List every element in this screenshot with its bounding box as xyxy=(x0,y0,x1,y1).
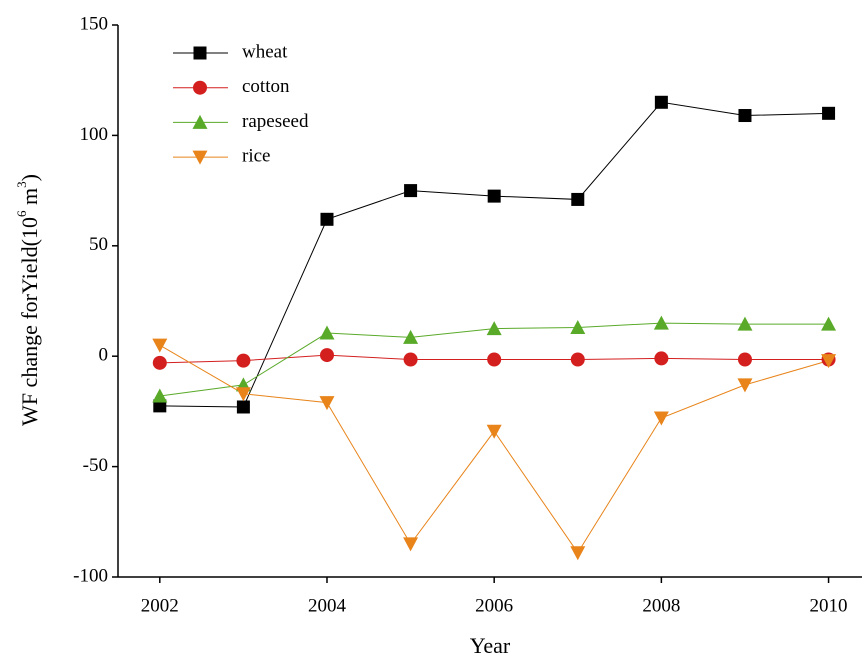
marker xyxy=(570,319,586,334)
legend-marker xyxy=(193,46,207,60)
legend-label: rapeseed xyxy=(242,111,309,132)
marker xyxy=(738,109,752,123)
marker xyxy=(236,353,251,368)
y-tick-label: -50 xyxy=(83,455,108,476)
y-label-part: WF change forYield(10 xyxy=(17,217,42,426)
marker xyxy=(653,411,669,426)
marker xyxy=(153,399,167,413)
marker xyxy=(403,352,418,367)
marker xyxy=(152,338,168,353)
x-tick-label: 2008 xyxy=(642,595,680,616)
x-axis-label: Year xyxy=(470,633,511,658)
y-label-sup: 3 xyxy=(14,181,29,188)
y-tick-label: -100 xyxy=(73,565,108,586)
marker xyxy=(320,212,334,226)
y-tick-label: 50 xyxy=(89,234,108,255)
marker xyxy=(403,329,419,344)
legend-label: cotton xyxy=(242,76,290,97)
marker xyxy=(487,189,501,203)
marker xyxy=(235,387,251,402)
marker xyxy=(319,396,335,411)
marker xyxy=(319,325,335,340)
marker xyxy=(653,315,669,330)
x-tick-label: 2002 xyxy=(141,595,179,616)
y-label-part: ) xyxy=(17,174,42,181)
marker xyxy=(571,192,585,206)
legend-marker xyxy=(192,150,208,165)
marker xyxy=(152,355,167,370)
legend-marker xyxy=(192,114,208,129)
x-tick-label: 2006 xyxy=(475,595,513,616)
marker xyxy=(821,316,837,331)
marker xyxy=(737,378,753,393)
legend-marker xyxy=(193,80,207,95)
y-tick-label: 150 xyxy=(80,13,109,34)
marker xyxy=(822,106,836,120)
x-tick-label: 2010 xyxy=(810,595,848,616)
y-tick-label: 100 xyxy=(80,124,109,145)
marker xyxy=(236,400,250,414)
marker xyxy=(821,354,837,369)
marker xyxy=(319,348,334,363)
marker xyxy=(486,424,502,439)
marker xyxy=(737,352,752,367)
marker xyxy=(737,316,753,331)
marker xyxy=(570,352,585,367)
marker xyxy=(487,352,502,367)
marker xyxy=(486,321,502,336)
marker xyxy=(570,546,586,561)
y-label-part: m xyxy=(17,188,42,211)
series-line xyxy=(159,344,829,554)
legend-label: wheat xyxy=(242,41,288,62)
legend-label: rice xyxy=(242,145,270,166)
x-tick-label: 2004 xyxy=(308,595,347,616)
marker xyxy=(404,184,418,198)
marker xyxy=(654,351,669,366)
y-axis-label: WF change forYield(106 m3) xyxy=(14,174,42,426)
marker xyxy=(152,388,168,403)
y-label-sup: 6 xyxy=(14,210,29,217)
y-tick-label: 0 xyxy=(99,345,109,366)
marker xyxy=(654,95,668,109)
marker xyxy=(403,537,419,552)
